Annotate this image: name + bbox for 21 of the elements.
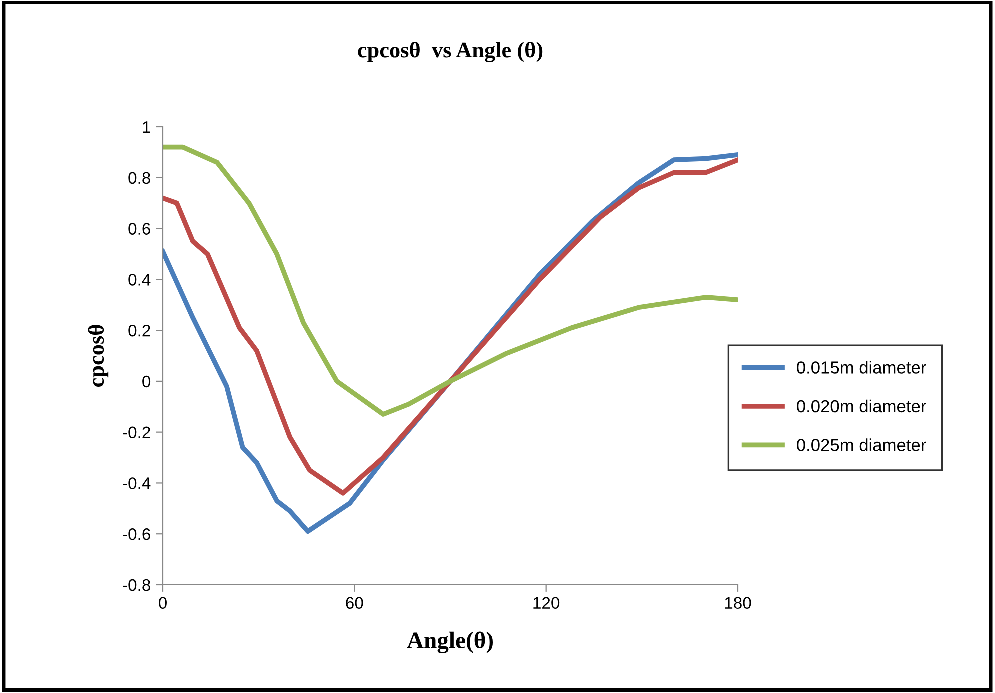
x-tick-label: 60 <box>346 597 364 610</box>
y-tick-label: 0.4 <box>128 274 151 286</box>
y-tick-label: -0.8 <box>123 579 150 592</box>
y-axis-title: cpcosθ <box>88 325 109 387</box>
chart-title: cpcosθ vs Angle (θ) <box>358 42 543 62</box>
x-tick-label: 0 <box>159 597 167 610</box>
y-tick-label: 0.6 <box>128 223 150 235</box>
x-tick-label: 120 <box>534 597 560 610</box>
legend-label: 0.025m diameter <box>797 438 926 452</box>
y-tick-label: -0.6 <box>123 528 150 540</box>
line-series <box>163 144 738 417</box>
legend-label: 0.015m diameter <box>797 361 926 374</box>
x-axis-title: Angle(θ) <box>407 632 493 654</box>
y-tick-label: -0.4 <box>123 478 151 490</box>
y-tick-label: 0.2 <box>128 324 150 337</box>
x-tick-label: 180 <box>725 597 752 610</box>
y-tick-label: 0 <box>142 376 151 388</box>
y-tick-label: -0.2 <box>123 426 150 439</box>
y-tick-label: 1 <box>143 122 150 134</box>
y-tick-label: 0.8 <box>128 172 150 184</box>
legend-label: 0.020m diameter <box>797 400 926 413</box>
